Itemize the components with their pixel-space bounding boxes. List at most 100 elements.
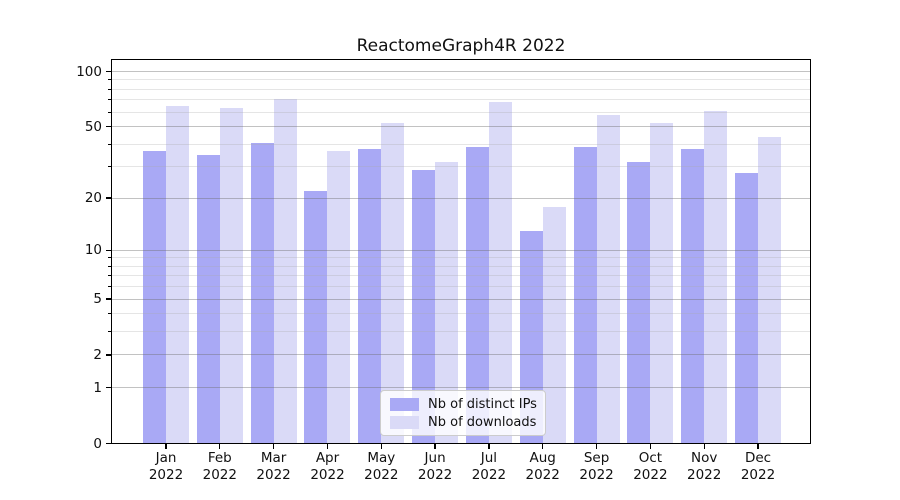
x-tick-mark [542, 444, 544, 449]
y-minor-tick-mark [107, 99, 111, 101]
gridline-minor [111, 88, 811, 90]
y-tick-label: 100 [76, 63, 102, 80]
y-tick-mark [105, 386, 111, 389]
x-tick-mark [757, 444, 759, 449]
y-minor-tick-mark [107, 313, 111, 315]
bar-distinct-ips [735, 172, 759, 444]
y-tick-mark [105, 197, 111, 199]
gridline-minor [111, 99, 811, 101]
y-tick-mark [105, 249, 111, 251]
bar-distinct-ips [627, 162, 651, 444]
bar-downloads [381, 122, 405, 444]
y-tick-label: 0 [93, 435, 102, 452]
y-tick-label: 2 [93, 346, 102, 363]
y-tick-label: 10 [84, 242, 102, 259]
legend-label-downloads: Nb of downloads [428, 414, 537, 430]
y-tick-mark [105, 354, 111, 356]
bar-downloads [273, 99, 297, 444]
bar-distinct-ips [465, 146, 489, 444]
bar-downloads [596, 115, 620, 444]
chart-title: ReactomeGraph4R 2022 [356, 36, 566, 56]
x-tick-label: Dec 2022 [740, 450, 776, 483]
x-tick-mark [272, 444, 275, 449]
y-tick-label: 20 [84, 190, 102, 207]
y-minor-tick-mark [107, 257, 111, 259]
gridline-major [111, 197, 811, 199]
gridline-major [111, 387, 811, 389]
y-minor-tick-mark [107, 143, 111, 145]
legend-item-distinct-ips: Nb of distinct IPs [390, 396, 537, 412]
legend: Nb of distinct IPs Nb of downloads [380, 390, 546, 436]
legend-swatch-downloads [390, 415, 419, 429]
gridline-minor [111, 166, 811, 168]
bar-distinct-ips [681, 148, 705, 444]
x-tick-label: Mar 2022 [256, 450, 291, 483]
top-spine [111, 59, 811, 61]
x-tick-label: Jul 2022 [471, 450, 507, 483]
y-minor-tick-mark [107, 265, 111, 267]
bar-distinct-ips [250, 142, 274, 444]
y-tick-label: 1 [93, 379, 102, 396]
x-tick-label: Sep 2022 [579, 450, 614, 483]
left-spine [111, 59, 113, 444]
y-tick-mark [105, 298, 111, 300]
gridline-minor [111, 331, 811, 333]
right-spine [809, 59, 811, 444]
plot-area [111, 59, 811, 444]
y-minor-tick-mark [107, 331, 111, 333]
bar-downloads [219, 107, 243, 444]
x-tick-label: Apr 2022 [310, 450, 345, 483]
y-tick-label: 5 [93, 291, 102, 308]
gridline-major [111, 354, 811, 356]
bar-distinct-ips [358, 148, 382, 444]
bar-downloads [704, 111, 728, 444]
bar-downloads [542, 206, 566, 444]
gridline-major [111, 249, 811, 251]
x-tick-mark [434, 444, 436, 449]
bar-downloads [758, 137, 782, 444]
x-tick-label: Feb 2022 [202, 450, 237, 483]
bar-distinct-ips [196, 155, 220, 444]
y-minor-tick-mark [107, 88, 111, 90]
x-tick-mark [326, 444, 329, 449]
x-tick-mark [703, 444, 705, 449]
gridline-major [111, 126, 811, 128]
x-tick-label: Oct 2022 [633, 450, 668, 483]
bar-distinct-ips [573, 146, 597, 444]
gridline-major [111, 298, 811, 300]
bar-distinct-ips [304, 191, 328, 444]
y-minor-tick-mark [107, 166, 111, 168]
x-tick-mark [649, 444, 652, 449]
legend-swatch-distinct-ips [390, 397, 419, 411]
gridline-minor [111, 286, 811, 288]
bar-downloads [488, 101, 512, 444]
x-tick-mark [219, 444, 221, 449]
x-tick-mark [488, 444, 490, 449]
x-tick-mark [595, 444, 598, 449]
y-tick-mark [105, 70, 111, 73]
bar-downloads [327, 150, 351, 444]
bar-downloads [166, 106, 189, 444]
legend-item-downloads: Nb of downloads [390, 414, 536, 430]
bar-downloads [435, 162, 459, 444]
y-tick-label: 50 [84, 118, 102, 135]
y-minor-tick-mark [107, 111, 111, 113]
y-minor-tick-mark [107, 275, 111, 277]
gridline-major [111, 71, 811, 72]
gridline-minor [111, 143, 811, 145]
x-tick-mark [165, 444, 167, 449]
gridline-minor [111, 111, 811, 113]
y-tick-mark [105, 125, 111, 128]
x-tick-label: Aug 2022 [525, 450, 560, 483]
x-tick-label: May 2022 [364, 450, 399, 483]
x-tick-mark [380, 444, 382, 449]
x-tick-label: Jun 2022 [417, 450, 453, 483]
bar-downloads [650, 122, 674, 444]
gridline-minor [111, 79, 811, 81]
y-tick-mark [105, 442, 111, 445]
y-minor-tick-mark [107, 79, 111, 81]
y-minor-tick-mark [107, 286, 111, 288]
bottom-spine [111, 442, 811, 444]
gridline-minor [111, 257, 811, 259]
